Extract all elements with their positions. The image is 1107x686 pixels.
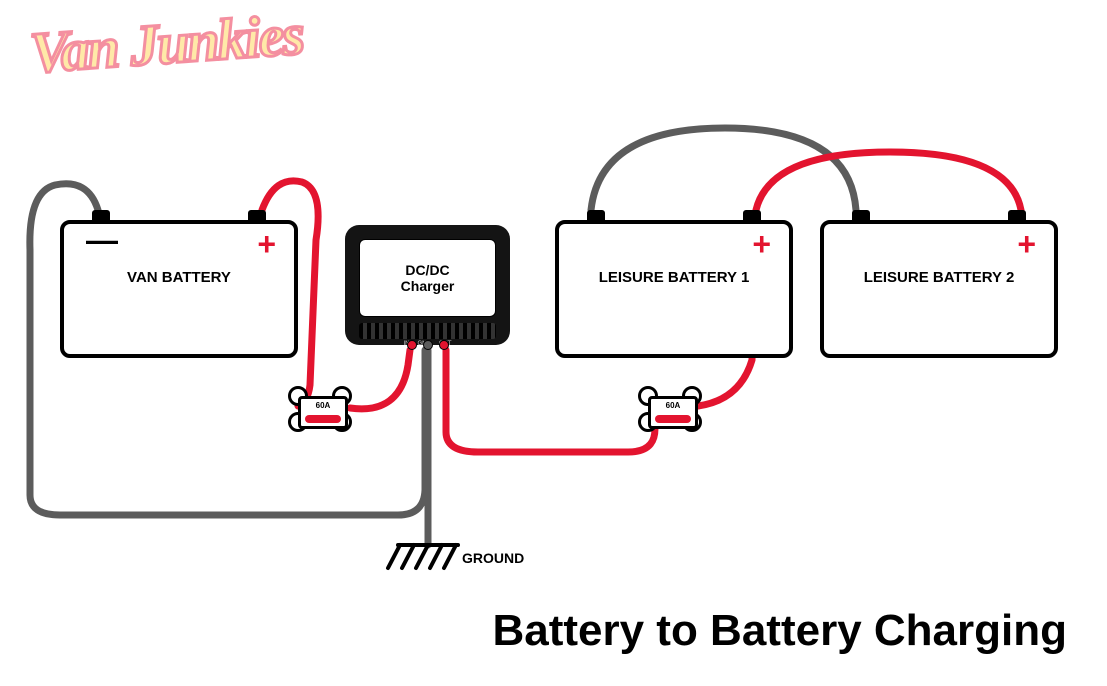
leisure2-pos-terminal <box>1008 210 1026 220</box>
circuit-breaker-right: 60A <box>640 388 700 430</box>
ground-label: GROUND <box>462 550 524 566</box>
wire-leisure-neg-parallel <box>591 128 856 210</box>
leisure2-label: LEISURE BATTERY 2 <box>824 269 1054 286</box>
diagram-title: Battery to Battery Charging <box>492 606 1067 656</box>
dcdc-charger: DC/DC Charger IN GND OUT <box>345 225 510 345</box>
circuit-breaker-left: 60A <box>290 388 350 430</box>
port-out <box>439 340 449 350</box>
charger-ports <box>407 340 449 350</box>
wire-fuse-to-charger-in <box>350 350 410 409</box>
leisure1-neg-terminal <box>587 210 605 220</box>
fuse-body: 60A <box>298 396 348 429</box>
van-battery-pos-terminal <box>248 210 266 220</box>
leisure1-label: LEISURE BATTERY 1 <box>559 269 789 286</box>
charger-label-1: DC/DC <box>405 262 449 278</box>
wire-leisure-pos-parallel <box>756 152 1021 210</box>
port-gnd <box>423 340 433 350</box>
wire-charger-out-to-fuse <box>446 350 655 452</box>
logo-text: Van Junkies <box>28 2 305 86</box>
plus-symbol: + <box>1017 226 1036 263</box>
leisure-battery-1: + LEISURE BATTERY 1 <box>555 220 793 358</box>
fuse-body: 60A <box>648 396 698 429</box>
fuse-rating: 60A <box>316 401 331 410</box>
fuse-rating: 60A <box>666 401 681 410</box>
leisure1-pos-terminal <box>743 210 761 220</box>
port-in <box>407 340 417 350</box>
van-battery-neg-terminal <box>92 210 110 220</box>
charger-fins <box>359 323 496 339</box>
plus-symbol: + <box>752 226 771 263</box>
plus-symbol: + <box>257 226 276 263</box>
van-battery: — + VAN BATTERY <box>60 220 298 358</box>
logo: Van Junkies <box>29 9 305 80</box>
leisure2-neg-terminal <box>852 210 870 220</box>
ground-symbol <box>388 545 458 568</box>
leisure-battery-2: + LEISURE BATTERY 2 <box>820 220 1058 358</box>
minus-symbol: — <box>86 222 118 259</box>
charger-label-2: Charger <box>401 278 455 294</box>
van-battery-label: VAN BATTERY <box>64 269 294 286</box>
charger-plate: DC/DC Charger <box>359 239 496 317</box>
